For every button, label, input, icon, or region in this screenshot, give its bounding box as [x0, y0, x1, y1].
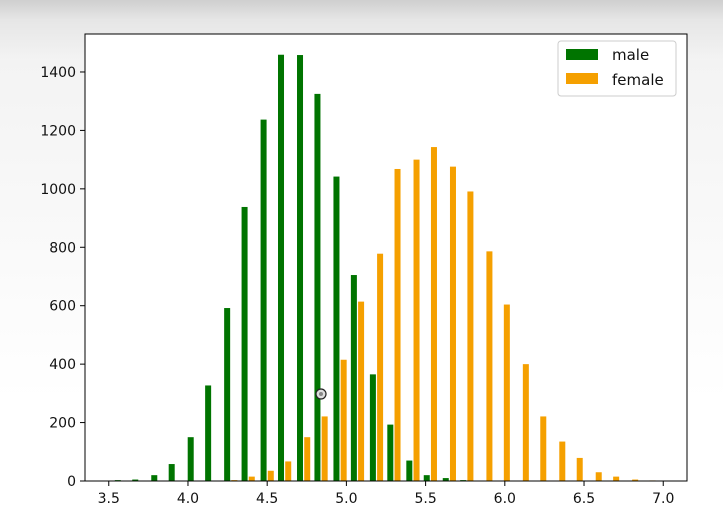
- x-tick-label: 3.5: [98, 491, 120, 507]
- y-tick-label: 200: [49, 416, 76, 432]
- bar-female: [613, 476, 620, 481]
- bar-female: [449, 166, 456, 481]
- bar-female: [358, 301, 365, 481]
- bar-male: [168, 464, 175, 481]
- bar-female: [413, 159, 420, 481]
- bar-female: [394, 168, 401, 482]
- bar-female: [503, 304, 510, 481]
- legend-swatch-female: [566, 73, 598, 84]
- bar-female: [467, 191, 474, 481]
- bar-male: [387, 424, 394, 481]
- bar-male: [369, 374, 376, 481]
- bar-group: [114, 54, 656, 482]
- x-tick-label: 5.0: [335, 491, 357, 507]
- bar-male: [333, 176, 340, 481]
- bar-female: [632, 479, 639, 481]
- y-tick-label: 1400: [40, 65, 76, 81]
- bar-male: [297, 55, 304, 481]
- bar-female: [285, 461, 292, 481]
- bar-male: [187, 437, 194, 481]
- bar-male: [151, 475, 158, 481]
- bar-male: [241, 206, 248, 481]
- y-tick-label: 1200: [40, 123, 76, 139]
- bar-female: [540, 416, 547, 481]
- bar-male: [278, 54, 285, 482]
- bar-female: [576, 457, 583, 481]
- y-tick-label: 600: [49, 299, 76, 315]
- bar-female: [340, 359, 347, 481]
- bar-female: [595, 472, 602, 481]
- bar-male: [205, 385, 212, 481]
- y-tick-label: 800: [49, 240, 76, 256]
- x-tick-label: 6.5: [573, 491, 595, 507]
- y-tick-label: 400: [49, 357, 76, 373]
- bar-male: [224, 308, 231, 481]
- bar-male: [314, 93, 321, 481]
- plot-area: [85, 34, 687, 481]
- x-axis: 3.5 4.0 4.5 5.0 5.5 6.0 6.5 7.0: [98, 481, 674, 507]
- x-tick-label: 4.5: [256, 491, 278, 507]
- bar-female: [267, 470, 274, 481]
- bar-male: [406, 460, 413, 481]
- bar-male: [260, 119, 267, 481]
- mouse-cursor-icon: [315, 388, 327, 400]
- bar-female: [430, 147, 437, 481]
- bar-female: [321, 416, 328, 481]
- x-tick-label: 6.0: [494, 491, 516, 507]
- bar-female: [522, 364, 529, 481]
- plot-frame: [84, 33, 688, 482]
- legend-swatch-male: [566, 49, 598, 60]
- bar-female: [248, 476, 255, 481]
- bar-female: [486, 251, 493, 481]
- legend: male female: [557, 40, 677, 97]
- x-tick-label: 5.5: [414, 491, 436, 507]
- bar-female: [304, 437, 311, 481]
- bar-female: [377, 253, 384, 481]
- x-tick-label: 4.0: [177, 491, 199, 507]
- bar-male: [423, 475, 430, 481]
- bar-male: [132, 479, 139, 481]
- legend-label-female: female: [612, 71, 664, 89]
- y-tick-label: 0: [67, 474, 76, 490]
- bar-male: [350, 275, 357, 481]
- bar-male: [442, 478, 449, 481]
- y-axis: 0 200 400 600 800 1000 1200 1400: [40, 65, 85, 490]
- bar-female: [559, 441, 566, 481]
- legend-label-male: male: [612, 46, 649, 64]
- x-tick-label: 7.0: [652, 491, 674, 507]
- y-tick-label: 1000: [40, 182, 76, 198]
